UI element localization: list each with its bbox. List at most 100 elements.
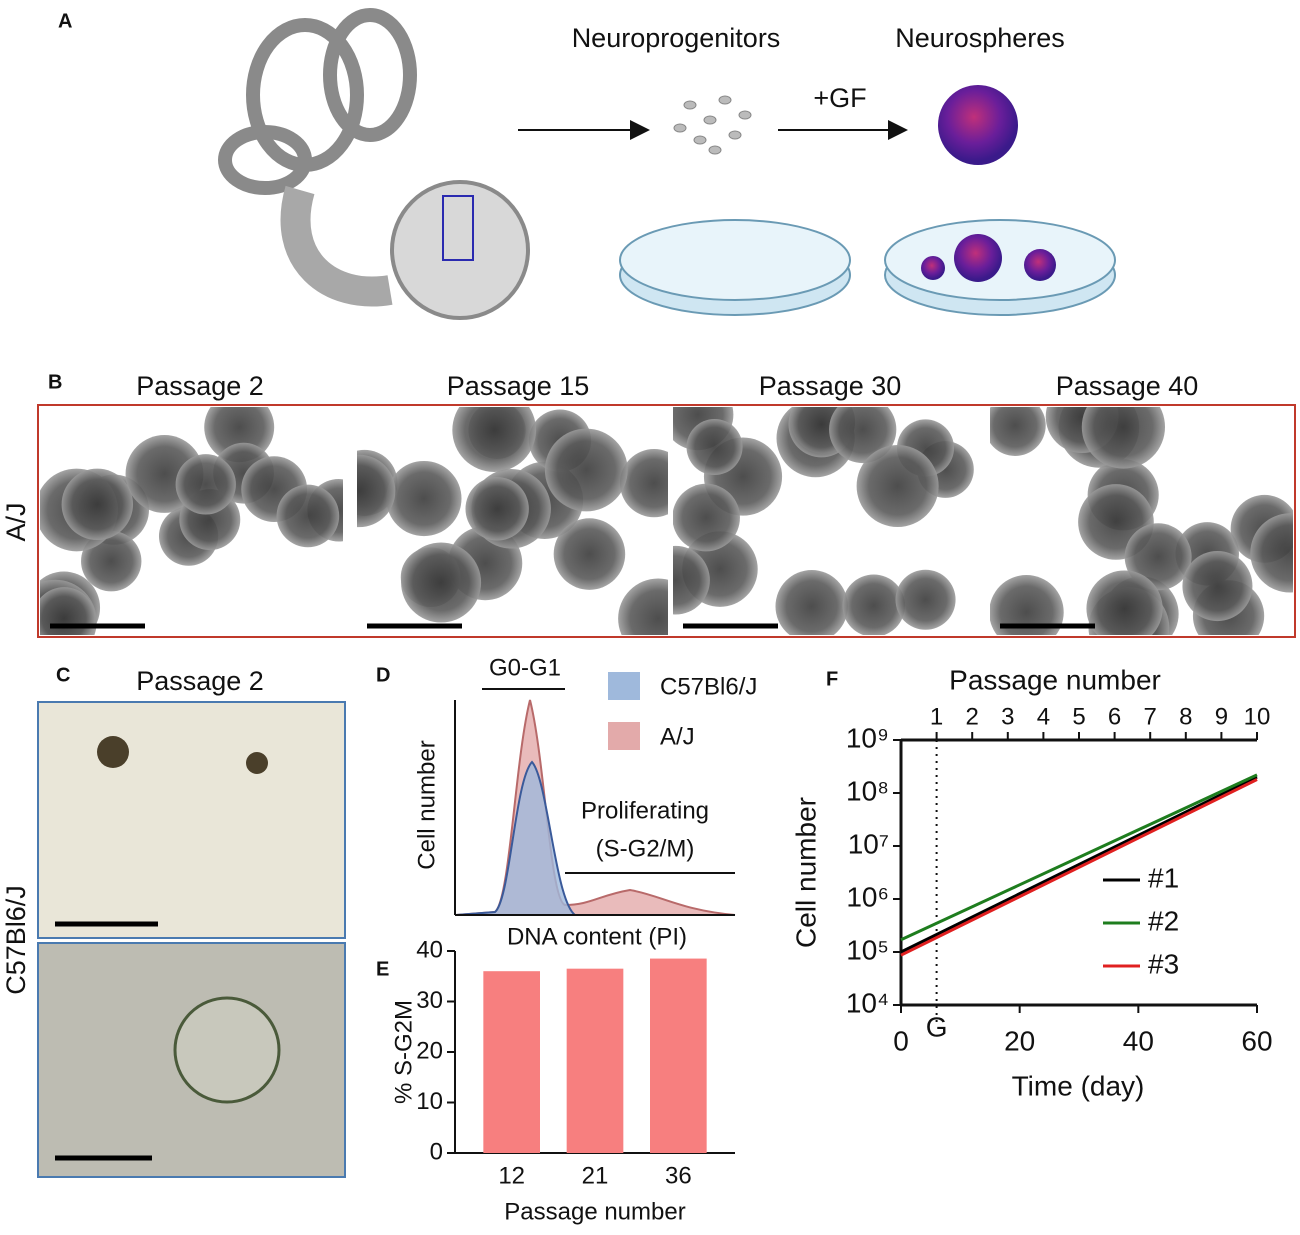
y-tick-label: 10⁸ (846, 775, 889, 806)
x-tick-label: 0 (893, 1025, 909, 1056)
sphere (990, 407, 1046, 456)
sphere (686, 419, 743, 476)
panel-label: F (826, 668, 838, 690)
sphere (619, 448, 668, 518)
y-tick-label: 40 (416, 936, 443, 963)
reference-label: G (926, 1011, 948, 1042)
sphere (990, 575, 1064, 635)
sphere (61, 468, 134, 541)
y-tick-label: 10⁹ (846, 722, 889, 753)
progenitor-cells (673, 95, 752, 155)
y-tick-label: 30 (416, 987, 443, 1014)
row-label: A/J (1, 502, 31, 541)
series-line (900, 775, 1258, 954)
panel-label: E (376, 958, 389, 980)
y-tick-label: 20 (416, 1037, 443, 1064)
sphere (856, 444, 939, 528)
inner-ear-illustration (218, 8, 530, 320)
x2-tick-label: 5 (1072, 703, 1085, 730)
sphere (895, 569, 956, 630)
y-axis-label: Cell number (413, 740, 440, 869)
y-tick-label: 10⁵ (846, 934, 889, 965)
sphere (276, 484, 340, 548)
x-tick-label: 40 (1123, 1025, 1154, 1056)
y-tick-label: 10⁷ (848, 828, 889, 859)
sphere (1124, 523, 1192, 591)
panel-label: A (58, 10, 72, 32)
legend-label: A/J (660, 723, 695, 750)
sphere (1081, 407, 1166, 469)
sphere (553, 518, 626, 590)
sphere (175, 454, 236, 515)
x2-tick-label: 10 (1244, 703, 1271, 730)
annotation: (S-G2/M) (596, 835, 695, 862)
column-title: Passage 15 (447, 371, 590, 401)
legend-label: C57Bl6/J (660, 673, 757, 700)
x2-tick-label: 7 (1144, 703, 1157, 730)
micrographs (37, 701, 346, 1178)
legend-swatch (608, 722, 640, 750)
sphere (1250, 513, 1293, 593)
legend-label: #3 (1148, 948, 1179, 979)
sphere (452, 407, 537, 472)
legend-swatch (608, 672, 640, 700)
bar (483, 971, 540, 1153)
micrograph (40, 407, 343, 635)
x-axis-label: DNA content (PI) (507, 923, 687, 950)
column-title: Passage 2 (136, 371, 264, 401)
y-tick-label: 10⁶ (846, 881, 889, 912)
micrographs (40, 407, 1293, 635)
sphere (618, 578, 668, 635)
gate-label: G0-G1 (489, 654, 561, 681)
x2-tick-label: 1 (930, 703, 943, 730)
row-label: C57Bl6/J (1, 885, 31, 995)
sphere (829, 407, 897, 464)
x-axis-label: Time (day) (1012, 1070, 1145, 1101)
x-tick-label: 21 (582, 1162, 609, 1189)
annotation: Proliferating (581, 797, 709, 824)
panel-label: C (56, 664, 70, 686)
spheres (40, 407, 343, 635)
x-tick-label: 12 (498, 1162, 525, 1189)
x2-tick-label: 3 (1001, 703, 1014, 730)
petri-dish (619, 219, 851, 316)
x2-axis-label: Passage number (949, 664, 1161, 695)
spheres (990, 407, 1293, 635)
y-tick-label: 10⁴ (846, 987, 889, 1018)
series-line (900, 778, 1258, 957)
sphere (775, 570, 848, 635)
x-tick-label: 60 (1241, 1025, 1272, 1056)
neurospheres-label: Neurospheres (895, 23, 1065, 53)
column-title: Passage 40 (1056, 371, 1199, 401)
sphere (1182, 551, 1253, 622)
sphere (401, 542, 482, 623)
panel-title: Passage 2 (136, 666, 264, 696)
neurosphere (938, 85, 1018, 165)
x2-tick-label: 4 (1037, 703, 1050, 730)
sphere (357, 454, 396, 528)
sphere (842, 574, 905, 635)
micrograph (990, 407, 1293, 635)
sphere (386, 460, 462, 537)
y-axis-label: Cell number (790, 797, 821, 948)
growth-factor-label: +GF (813, 83, 866, 113)
sphere (673, 483, 740, 552)
histogram-c57 (455, 760, 578, 916)
spheres (673, 407, 974, 635)
x2-tick-label: 6 (1108, 703, 1121, 730)
x2-tick-label: 9 (1215, 703, 1228, 730)
sphere (1086, 570, 1163, 635)
sphere (544, 428, 628, 512)
x2-tick-label: 2 (966, 703, 979, 730)
neuroprogenitors-label: Neuroprogenitors (572, 23, 781, 53)
micrograph (673, 407, 974, 635)
series-line (900, 773, 1258, 942)
sphere (465, 477, 529, 541)
panel-label: D (376, 664, 390, 686)
legend-label: #1 (1148, 862, 1179, 893)
petri-dish (884, 219, 1116, 316)
panel-frame (37, 404, 1296, 638)
column-title: Passage 30 (759, 371, 902, 401)
x-tick-label: 36 (665, 1162, 692, 1189)
